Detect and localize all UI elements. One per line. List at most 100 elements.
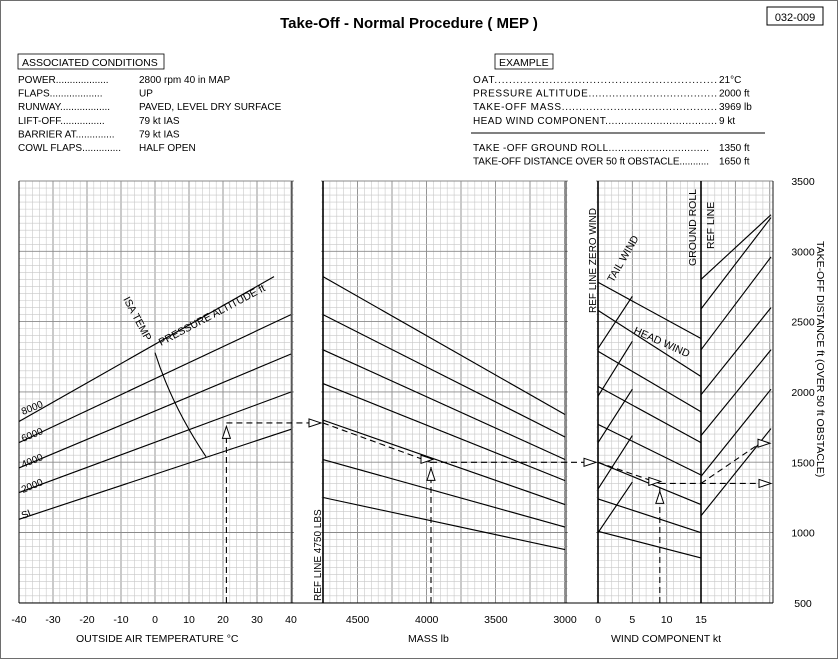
wind-tick-label: 15 — [695, 614, 707, 626]
distance-tick-label: 1500 — [791, 457, 815, 469]
pressure-altitude-line — [18, 314, 292, 444]
temp-tick-label: -20 — [79, 614, 94, 626]
mass-guide-line — [322, 496, 566, 551]
temp-tick-label: 10 — [183, 614, 195, 626]
example-heading: EXAMPLE — [499, 57, 549, 69]
path-arrow — [583, 457, 598, 468]
head-wind-line — [597, 281, 702, 340]
chart-axes: -40 -30 -20 -10 0 10 20 30 40 4500 4000 3500 3000 0 5 1… — [11, 176, 826, 645]
ground-roll-line — [700, 349, 772, 436]
mass-tick-label: 3000 — [553, 614, 577, 626]
mass-tick-label: 4000 — [415, 614, 439, 626]
chart-grid — [18, 180, 774, 604]
distance-tick-label: 500 — [794, 598, 812, 610]
mass-guide-line — [322, 458, 566, 528]
pressure-altitude-label: SL — [20, 507, 36, 522]
chart-id-box — [766, 6, 824, 26]
panel-gap — [294, 180, 321, 604]
example-value: 2000 ft — [719, 89, 750, 100]
mass-ref-line-label: REF LINE 4750 LBS — [313, 509, 324, 601]
wind-tick-label: 5 — [629, 614, 635, 626]
path-mass-guide — [322, 422, 432, 463]
condition-value: 79 kt IAS — [139, 116, 180, 127]
example-result-label: TAKE -OFF GROUND ROLL...................… — [473, 143, 709, 154]
panel-gap — [568, 180, 596, 604]
distance-tick-label: 3000 — [791, 246, 815, 258]
tail-wind-line — [597, 388, 633, 443]
ground-roll-line — [700, 214, 772, 280]
mass-guide-line — [322, 349, 566, 461]
tail-wind-line — [597, 481, 633, 533]
chart-curves — [18, 214, 772, 559]
path-arrow — [420, 454, 435, 465]
condition-value: UP — [139, 89, 153, 100]
example-path — [221, 418, 773, 603]
head-wind-line — [597, 423, 702, 476]
temp-tick-label: -30 — [45, 614, 60, 626]
condition-value: PAVED, LEVEL DRY SURFACE — [139, 102, 282, 113]
mass-tick-label: 4500 — [346, 614, 370, 626]
example-value: 3969 lb — [719, 102, 752, 113]
temp-tick-label: -10 — [113, 614, 128, 626]
right-ref-line-label: REF LINE — [705, 202, 717, 249]
condition-value: 79 kt IAS — [139, 129, 180, 140]
path-obstacle — [700, 440, 764, 484]
mass-axis-title: MASS lb — [408, 633, 449, 645]
pressure-altitude-line — [18, 276, 275, 423]
example-label: HEAD WIND COMPONENT.....................… — [473, 116, 717, 127]
distance-tick-label: 2000 — [791, 387, 815, 399]
ground-roll-line — [700, 217, 772, 310]
example-value: 21°C — [719, 75, 741, 86]
example-label: TAKE-OFF MASS...........................… — [473, 102, 717, 113]
example-result-label: TAKE-OFF DISTANCE OVER 50 ft OBSTACLE...… — [473, 157, 709, 168]
mass-tick-label: 3500 — [484, 614, 508, 626]
pressure-altitude-line — [18, 391, 292, 494]
temp-tick-label: 30 — [251, 614, 263, 626]
mass-guide-line — [322, 314, 566, 438]
zero-wind-ref-label: REF LINE ZERO WIND — [588, 208, 599, 313]
path-arrow — [757, 438, 772, 448]
ground-roll-label: GROUND ROLL — [687, 189, 699, 266]
path-arrow — [221, 424, 232, 439]
temp-tick-label: 0 — [152, 614, 158, 626]
condition-label: FLAPS................... — [18, 89, 102, 100]
temp-tick-label: 20 — [217, 614, 229, 626]
path-arrow — [308, 418, 323, 428]
tail-wind-line — [597, 435, 633, 490]
path-arrow — [426, 466, 436, 481]
condition-label: COWL FLAPS.............. — [18, 143, 121, 154]
pressure-altitude-line — [18, 353, 292, 469]
condition-label: POWER................... — [18, 75, 109, 86]
condition-label: LIFT-OFF................ — [18, 116, 105, 127]
example-list: OAT.....................................… — [473, 75, 752, 168]
pressure-altitude-line — [18, 428, 292, 520]
distance-axis-title: TAKE-OFF DISTANCE ft (OVER 50 ft OBSTACL… — [814, 241, 826, 477]
isa-temp-curve — [154, 352, 207, 458]
wind-axis-title: WIND COMPONENT kt — [611, 633, 721, 645]
condition-label: RUNWAY.................. — [18, 102, 110, 113]
tail-wind-line — [597, 341, 633, 397]
temp-axis-title: OUTSIDE AIR TEMPERATURE °C — [76, 633, 239, 645]
head-wind-line — [597, 385, 702, 444]
temp-tick-label: -40 — [11, 614, 26, 626]
head-wind-line — [597, 530, 702, 559]
mass-guide-line — [322, 276, 566, 416]
mass-guide-line — [322, 383, 566, 482]
distance-tick-label: 2500 — [791, 317, 815, 329]
condition-value: HALF OPEN — [139, 143, 196, 154]
associated-conditions-heading: ASSOCIATED CONDITIONS — [22, 57, 158, 69]
example-result-value: 1350 ft — [719, 143, 750, 154]
head-wind-line — [597, 350, 702, 413]
example-label: PRESSURE ALTITUDE.......................… — [473, 89, 717, 100]
condition-label: BARRIER AT.............. — [18, 129, 115, 140]
associated-conditions-list: POWER................... 2800 rpm 40 in M… — [18, 75, 282, 154]
associated-conditions-heading-box — [17, 53, 165, 70]
distance-tick-label: 1000 — [791, 528, 815, 540]
temp-tick-label: 40 — [285, 614, 297, 626]
example-result-value: 1650 ft — [719, 157, 750, 168]
chart-title: Take-Off - Normal Procedure ( MEP ) — [280, 15, 538, 32]
chart-id: 032-009 — [775, 12, 815, 24]
tail-wind-line — [597, 296, 633, 349]
